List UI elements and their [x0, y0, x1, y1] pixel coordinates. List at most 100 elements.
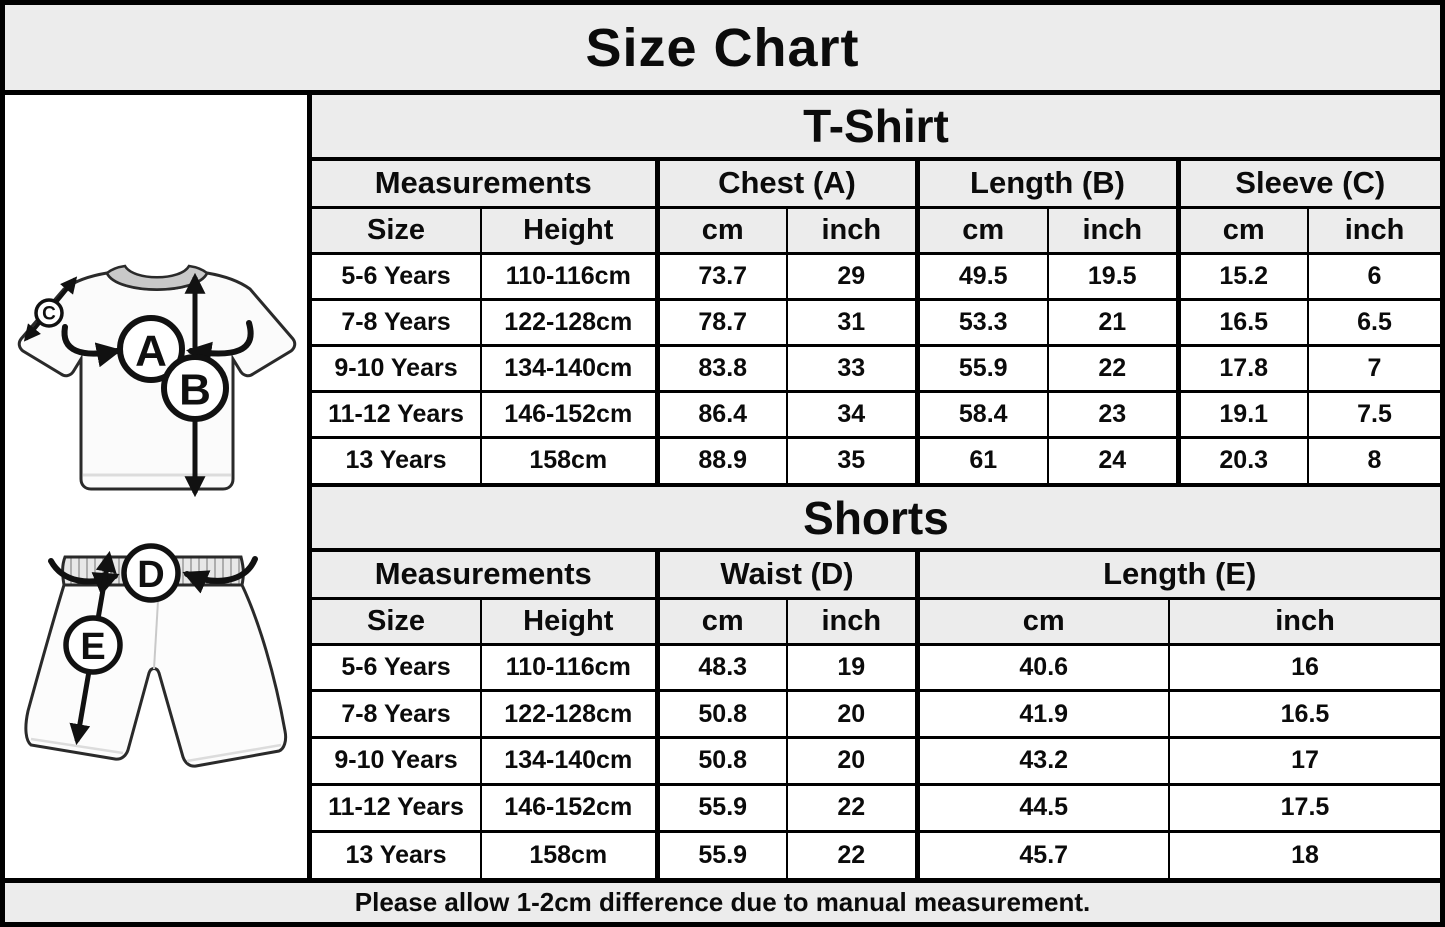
title-band: Size Chart: [5, 5, 1440, 90]
table-cell: 158cm: [480, 435, 658, 483]
table-cell: 24: [1047, 435, 1179, 483]
table-cell: 41.9: [914, 689, 1170, 740]
footer-note: Please allow 1-2cm difference due to man…: [354, 887, 1091, 917]
group-header-length: Length (B): [914, 161, 1179, 209]
table-cell: 122-128cm: [480, 297, 658, 347]
chest-badge-label: A: [135, 327, 167, 376]
table-cell: 49.5: [914, 251, 1049, 301]
shirt-length-badge-label: B: [179, 366, 211, 415]
tshirt-section-title: T-Shirt: [803, 100, 949, 152]
table-row: 7-8 Years 122-128cm 50.8 20 41.9 16.5: [312, 689, 1440, 740]
table-row: 13 Years 158cm 88.9 35 61 24 20.3 8: [312, 435, 1440, 483]
table-cell: 34: [786, 389, 918, 439]
table-row: 13 Years 158cm 55.9 22 45.7 18: [312, 829, 1440, 878]
table-cell: 134-140cm: [480, 343, 658, 393]
tshirt-sub-header-row: Size Height cm inch cm inch cm inch: [312, 205, 1440, 255]
table-row: 5-6 Years 110-116cm 73.7 29 49.5 19.5 15.2 6: [312, 251, 1440, 301]
table-cell: 16.5: [1175, 297, 1309, 347]
table-cell: 17: [1168, 736, 1440, 786]
table-cell: 16: [1168, 642, 1440, 693]
table-cell: 22: [786, 782, 918, 833]
column-header-size: Size: [312, 205, 482, 255]
table-cell: 7-8 Years: [312, 297, 482, 347]
tshirt-section-band: T-Shirt: [312, 95, 1440, 157]
table-cell: 146-152cm: [480, 782, 658, 833]
table-cell: 45.7: [914, 829, 1170, 878]
group-header-chest: Chest (A): [654, 161, 918, 209]
table-cell: 55.9: [654, 829, 788, 878]
table-cell: 23: [1047, 389, 1179, 439]
table-cell: 134-140cm: [480, 736, 658, 786]
table-cell: 22: [786, 829, 918, 878]
table-cell: 8: [1307, 435, 1440, 483]
column-header-height: Height: [480, 596, 658, 646]
shorts-section-band: Shorts: [312, 487, 1440, 548]
table-cell: 61: [914, 435, 1049, 483]
waist-badge-label: D: [137, 554, 164, 596]
table-row: 11-12 Years 146-152cm 55.9 22 44.5 17.5: [312, 782, 1440, 833]
column-header-height: Height: [480, 205, 658, 255]
column-header-size: Size: [312, 596, 482, 646]
table-cell: 50.8: [654, 736, 788, 786]
table-row: 5-6 Years 110-116cm 48.3 19 40.6 16: [312, 642, 1440, 693]
table-cell: 40.6: [914, 642, 1170, 693]
tables-column: T-Shirt Measurements Chest (A) Length (B…: [312, 95, 1440, 878]
table-cell: 20: [786, 689, 918, 740]
table-cell: 6: [1307, 251, 1440, 301]
tshirt-diagram-icon: C A B: [17, 264, 297, 498]
table-cell: 18: [1168, 829, 1440, 878]
table-cell: 158cm: [480, 829, 658, 878]
table-cell: 50.8: [654, 689, 788, 740]
table-cell: 83.8: [654, 343, 788, 393]
table-cell: 35: [786, 435, 918, 483]
table-cell: 13 Years: [312, 829, 482, 878]
table-cell: 9-10 Years: [312, 736, 482, 786]
table-cell: 7.5: [1307, 389, 1440, 439]
tshirt-collar: [105, 264, 209, 291]
table-cell: 6.5: [1307, 297, 1440, 347]
table-cell: 20.3: [1175, 435, 1309, 483]
group-header-measurements: Measurements: [312, 552, 658, 600]
table-row: 9-10 Years 134-140cm 50.8 20 43.2 17: [312, 736, 1440, 786]
chest-measure-arrow-left: [61, 324, 122, 368]
chest-badge: [117, 315, 185, 383]
table-cell: 53.3: [914, 297, 1049, 347]
table-cell: 5-6 Years: [312, 642, 482, 693]
table-cell: 122-128cm: [480, 689, 658, 740]
table-row: 11-12 Years 146-152cm 86.4 34 58.4 23 19.1 7.5: [312, 389, 1440, 439]
page-title: Size Chart: [585, 17, 860, 78]
column-header-inch: inch: [1168, 596, 1440, 646]
table-cell: 33: [786, 343, 918, 393]
shorts-outline: [24, 583, 288, 768]
table-cell: 48.3: [654, 642, 788, 693]
table-cell: 86.4: [654, 389, 788, 439]
table-cell: 9-10 Years: [312, 343, 482, 393]
group-header-measurements: Measurements: [312, 161, 658, 209]
column-header-inch: inch: [786, 205, 918, 255]
table-row: 9-10 Years 134-140cm 83.8 33 55.9 22 17.8 7: [312, 343, 1440, 393]
shorts-table: Measurements Waist (D) Length (E) Size H…: [312, 552, 1440, 878]
shorts-length-badge: [63, 615, 123, 675]
table-cell: 73.7: [654, 251, 788, 301]
table-cell: 13 Years: [312, 435, 482, 483]
shorts-crotch-line: [153, 600, 159, 670]
table-cell: 20: [786, 736, 918, 786]
table-cell: 19.5: [1047, 251, 1179, 301]
table-cell: 15.2: [1175, 251, 1309, 301]
table-cell: 43.2: [914, 736, 1170, 786]
column-header-inch: inch: [1307, 205, 1440, 255]
table-cell: 55.9: [654, 782, 788, 833]
table-cell: 11-12 Years: [312, 389, 482, 439]
table-cell: 146-152cm: [480, 389, 658, 439]
shirt-length-badge: [161, 354, 229, 422]
column-header-inch: inch: [786, 596, 918, 646]
shorts-sub-header-row: Size Height cm inch cm inch: [312, 596, 1440, 646]
table-cell: 88.9: [654, 435, 788, 483]
table-cell: 110-116cm: [480, 642, 658, 693]
table-cell: 16.5: [1168, 689, 1440, 740]
table-cell: 5-6 Years: [312, 251, 482, 301]
group-header-waist: Waist (D): [654, 552, 918, 600]
footer-note-band: Please allow 1-2cm difference due to man…: [5, 883, 1440, 922]
table-cell: 29: [786, 251, 918, 301]
